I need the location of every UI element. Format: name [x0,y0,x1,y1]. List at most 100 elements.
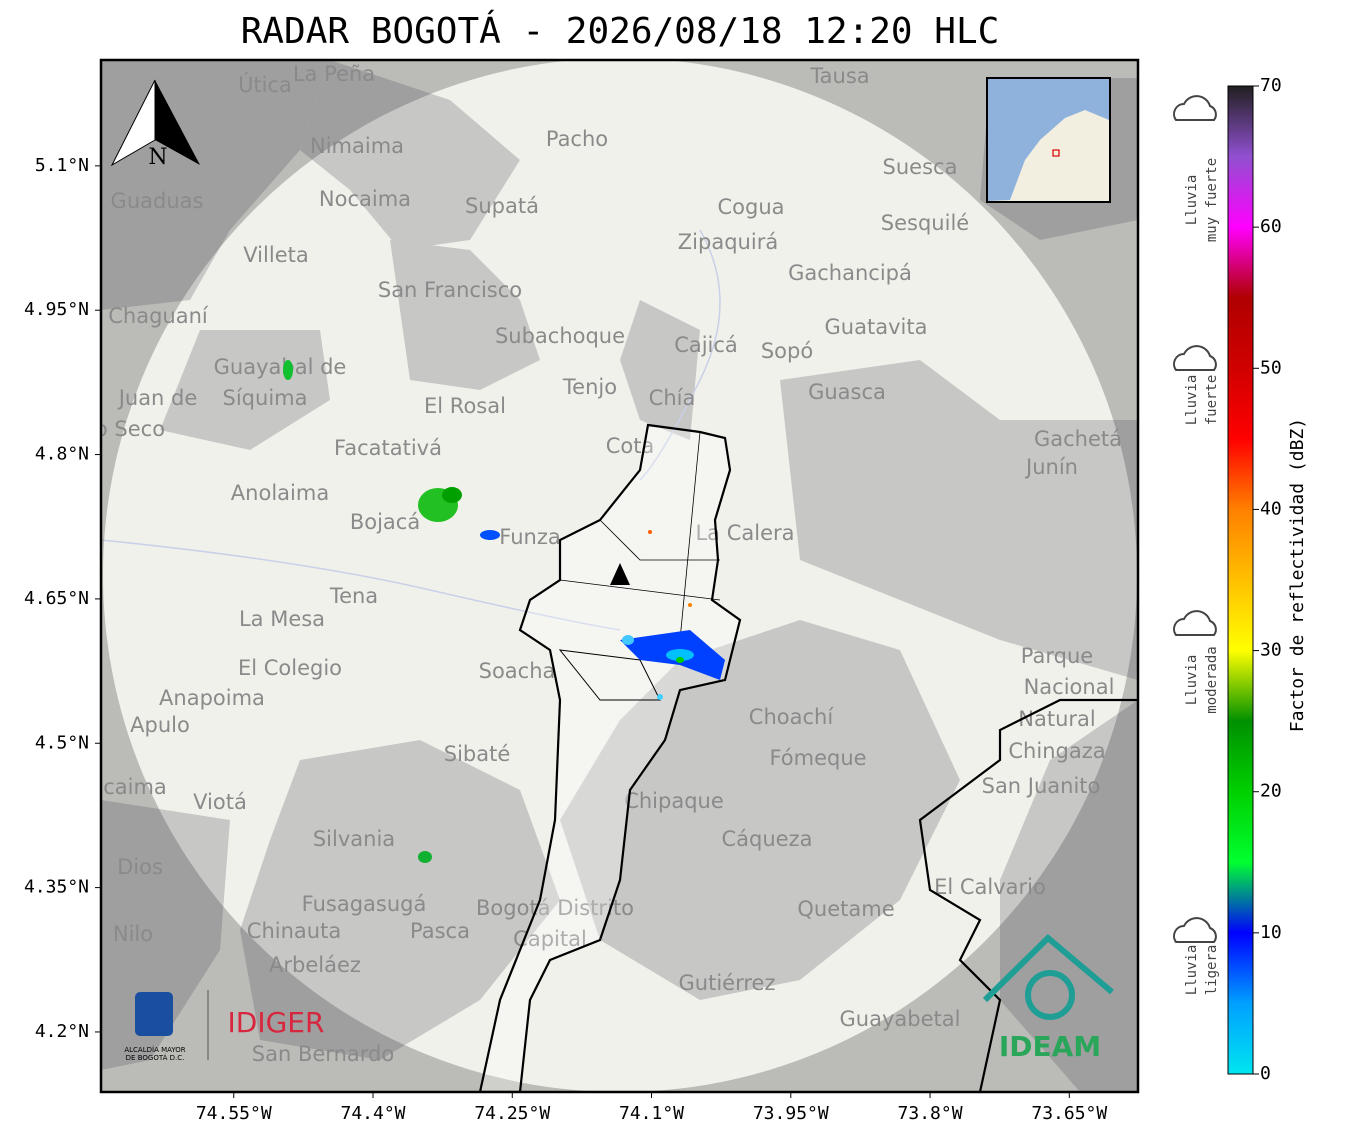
place-label: Juan de [117,386,198,410]
colorbar [1227,85,1254,1075]
place-label: El Colegio [238,656,342,680]
place-label: Sesquilé [881,211,969,235]
y-tick-label: 4.5°N [35,732,89,753]
north-arrow: N [110,79,200,170]
y-tick-label: 5.1°N [35,155,89,176]
intensity-item: Lluvia muy fuerte [1173,95,1220,242]
place-label: San Juanito [982,774,1101,798]
intensity-label: Lluvia [1184,655,1200,706]
place-label: La Calera [695,521,794,545]
place-label: Supatá [465,194,539,218]
colorbar-tick-label: 30 [1260,640,1282,661]
colorbar-tick-label: 50 [1260,357,1282,378]
colorbar-label: Factor de reflectividad (dBZ) [1287,418,1308,732]
inset-map [986,77,1111,203]
place-label: Sopó [761,339,813,363]
place-label: Chaguaní [108,304,209,328]
place-label: Viotá [193,790,247,814]
intensity-label: ligera [1204,945,1220,996]
place-label: Quetame [797,897,894,921]
place-label: Sibaté [444,742,511,766]
place-label: Chingaza [1008,739,1105,763]
idiger-logo: IDIGER [228,1006,325,1039]
place-label: Guaduas [111,189,204,213]
place-label: Guayabal de [214,355,347,379]
place-label: Tena [329,584,378,608]
x-tick-label: 74.25°W [474,1103,550,1124]
y-tick-label: 4.35°N [24,877,89,898]
place-label: Natural [1018,707,1095,731]
place-label: Arbeláez [269,953,361,977]
place-label: Anapoima [159,686,265,710]
y-tick-label: 4.8°N [35,444,89,465]
place-label: La Mesa [239,607,325,631]
place-label: Tenjo [562,375,617,399]
x-tick-label: 74.4°W [340,1103,405,1124]
place-label: San Francisco [378,278,522,302]
rivers [101,229,721,631]
x-tick-label: 74.1°W [619,1103,684,1124]
cloud-icon [1173,917,1217,943]
place-label: Fusagasugá [302,892,427,916]
colorbar-tick-label: 60 [1260,216,1282,237]
place-label: Guatavita [825,315,928,339]
place-label: Silvania [313,827,395,851]
map-frame [99,58,1140,1094]
place-label: Pacho [546,127,608,151]
place-label: San Bernardo [252,1042,394,1066]
place-label: Gutiérrez [679,971,776,995]
place-label: Pasca [410,919,470,943]
place-label: Suesca [883,155,958,179]
terrain-areas [101,60,1138,1092]
place-label: Choachí [749,705,835,729]
intensity-label: fuerte [1204,375,1220,426]
place-label: Junín [1024,455,1078,479]
cloud-icon [1173,95,1217,121]
place-label: o Seco [95,417,165,441]
place-label: Bojacá [350,510,420,534]
intensity-item: Lluvia fuerte [1173,345,1220,426]
colorbar-tick-label: 10 [1260,922,1282,943]
y-tick-label: 4.2°N [35,1021,89,1042]
colorbar-tick-label: 0 [1260,1063,1271,1084]
x-tick-label: 73.65°W [1031,1103,1107,1124]
place-label: Chía [649,386,696,410]
place-label: Apulo [130,713,190,737]
intensity-item: Lluvia ligera [1173,917,1220,996]
x-tick-label: 74.55°W [196,1103,272,1124]
intensity-label: moderada [1204,646,1220,713]
place-label: Cogua [717,195,784,219]
alcaldia-line: DE BOGOTÁ D.C. [126,1053,185,1062]
place-label: La Peña [293,62,375,86]
intensity-label: Lluvia [1184,945,1200,996]
place-label: Villeta [243,243,308,267]
bogota-boundary [478,423,1138,1092]
title: RADAR BOGOTÁ - 2026/08/18 12:20 HLC [241,10,1000,52]
place-label: Chinauta [247,919,341,943]
place-label: Chipaque [624,789,724,813]
place-label: Guasca [808,380,886,404]
colorbar-tick-label: 70 [1260,75,1282,96]
place-label: El Calvario [934,875,1046,899]
intensity-label: Lluvia [1184,175,1200,226]
x-tick-label: 73.95°W [753,1103,829,1124]
place-label: Dios [117,855,163,879]
logos: ALCALDÍA MAYOR DE BOGOTÁ D.C. IDIGER IDE… [124,933,1114,1063]
place-label: Nimaima [310,134,404,158]
colorbar-tick-label: 40 [1260,498,1282,519]
place-label: Fómeque [769,746,866,770]
x-tick-label: 73.8°W [898,1103,963,1124]
place-label: Parque [1021,644,1093,668]
y-tick-label: 4.95°N [24,299,89,320]
north-label: N [148,145,167,170]
place-label: Zipaquirá [678,230,778,254]
place-label: Cajicá [674,333,738,357]
place-label: Anolaima [231,481,329,505]
radar-site [610,563,630,585]
place-label: Gachancipá [788,261,912,285]
place-label: Soacha [479,659,556,683]
cloud-icon [1173,345,1217,371]
place-label: caima [103,775,167,799]
